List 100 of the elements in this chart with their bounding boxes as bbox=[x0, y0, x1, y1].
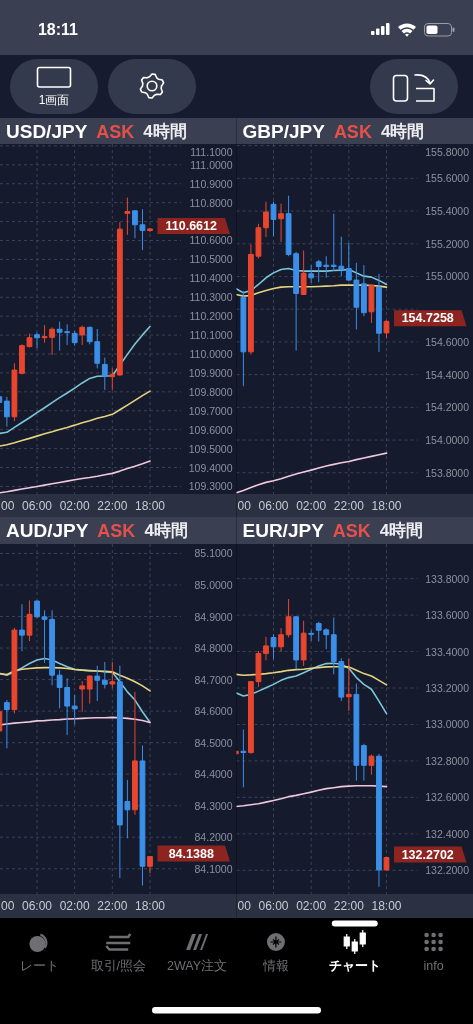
candlestick bbox=[240, 729, 247, 788]
line-series bbox=[236, 267, 388, 294]
y-tick-label: 84.8000 bbox=[194, 642, 233, 655]
candlestick bbox=[94, 665, 101, 702]
candlestick bbox=[345, 658, 352, 712]
chart-subtitle: ASK bbox=[332, 520, 371, 541]
line-series bbox=[236, 452, 388, 494]
candlestick bbox=[109, 367, 116, 391]
x-tick-label: 06:00 bbox=[258, 499, 289, 513]
x-tick-label: 18:00 bbox=[371, 899, 402, 913]
text: 00 bbox=[1, 499, 15, 513]
y-tick-label: 155.0000 bbox=[425, 270, 470, 283]
line-series bbox=[236, 662, 388, 715]
text: 18:11 bbox=[37, 20, 79, 38]
y-tick-label: 155.2000 bbox=[425, 237, 470, 250]
candlestick bbox=[285, 598, 292, 639]
chart-title: USD/JPY bbox=[6, 121, 88, 142]
text: 00 bbox=[237, 499, 252, 513]
y-tick-label: 84.6000 bbox=[194, 705, 233, 718]
y-tick-label: 109.8000 bbox=[188, 385, 233, 398]
y-tick-label: 110.9000 bbox=[189, 177, 233, 190]
y-tick-label: 155.4000 bbox=[425, 205, 470, 218]
line-series bbox=[236, 665, 388, 686]
x-tick-label: 02:00 bbox=[296, 899, 327, 913]
y-tick-label: 133.2000 bbox=[425, 682, 470, 695]
candlestick bbox=[34, 332, 40, 349]
candlestick bbox=[3, 699, 10, 749]
y-tick-label: 109.4000 bbox=[188, 461, 233, 474]
chart-title: EUR/JPY bbox=[242, 520, 325, 541]
candlestick bbox=[376, 273, 382, 353]
y-tick-label: 84.5000 bbox=[194, 736, 233, 749]
y-tick-label: 154.6000 bbox=[425, 335, 470, 348]
y-tick-label: 132.8000 bbox=[425, 754, 470, 767]
candlestick bbox=[116, 221, 123, 377]
candlestick bbox=[300, 249, 307, 296]
chart-subtitle: ASK bbox=[333, 121, 372, 142]
y-tick-label: 84.2000 bbox=[194, 831, 233, 844]
y-tick-label: 84.7000 bbox=[194, 673, 233, 686]
candlestick bbox=[11, 362, 18, 422]
x-tick-label: 22:00 bbox=[333, 899, 365, 913]
x-tick-label: 02:00 bbox=[59, 499, 91, 513]
y-tick-label: 132.4000 bbox=[425, 827, 470, 840]
x-tick-label: 22:00 bbox=[97, 499, 128, 513]
x-tick-label: 06:00 bbox=[22, 899, 53, 913]
y-tick-label: 154.0000 bbox=[425, 434, 470, 447]
y-tick-label: 154.4000 bbox=[425, 368, 470, 381]
line-series bbox=[0, 716, 151, 726]
y-tick-label: 153.8000 bbox=[425, 466, 470, 479]
annotation: 110.6612 bbox=[165, 218, 218, 233]
candlestick bbox=[147, 855, 153, 874]
text: info bbox=[423, 959, 444, 973]
y-tick-label: 111.1000 bbox=[190, 145, 233, 158]
candlestick bbox=[79, 325, 86, 346]
candlestick bbox=[278, 627, 284, 653]
y-tick-label: 154.2000 bbox=[425, 401, 470, 414]
y-tick-label: 133.8000 bbox=[425, 572, 470, 585]
x-tick-label: 02:00 bbox=[296, 499, 327, 513]
y-tick-label: 110.1000 bbox=[189, 329, 233, 342]
candlestick bbox=[368, 284, 375, 324]
text: チャート bbox=[328, 959, 381, 973]
candlestick bbox=[361, 743, 367, 782]
line-series bbox=[0, 460, 151, 494]
candlestick bbox=[353, 683, 360, 782]
x-tick-label: 22:00 bbox=[333, 499, 365, 513]
line-series bbox=[236, 284, 388, 297]
candlestick bbox=[132, 691, 138, 816]
candlestick bbox=[361, 264, 367, 317]
candlestick bbox=[19, 603, 25, 652]
y-tick-label: 109.6000 bbox=[188, 423, 233, 436]
y-tick-label: 84.3000 bbox=[194, 799, 233, 812]
candlestick bbox=[308, 264, 315, 284]
y-tick-label: 109.3000 bbox=[188, 480, 233, 493]
chart-title: GBP/JPY bbox=[242, 121, 326, 142]
x-tick-label: 22:00 bbox=[97, 899, 128, 913]
text: 00 bbox=[1, 899, 15, 913]
y-tick-label: 133.0000 bbox=[425, 718, 470, 731]
y-tick-label: 84.1000 bbox=[194, 862, 233, 875]
y-tick-label: 109.5000 bbox=[188, 442, 233, 455]
candlestick bbox=[124, 197, 131, 236]
chart-subtitle: ASK bbox=[97, 520, 136, 541]
y-tick-label: 111.0000 bbox=[190, 158, 233, 171]
chart-title: AUD/JPY bbox=[6, 520, 89, 541]
candlestick bbox=[368, 754, 375, 776]
line-series bbox=[236, 784, 388, 808]
y-tick-label: 110.0000 bbox=[189, 348, 233, 360]
text: 取引/照会 bbox=[90, 959, 146, 973]
y-tick-label: 110.8000 bbox=[189, 196, 233, 209]
y-tick-label: 155.6000 bbox=[425, 172, 470, 185]
candlestick bbox=[383, 319, 390, 339]
y-tick-label: 110.6000 bbox=[189, 234, 233, 247]
candlestick bbox=[376, 753, 382, 888]
y-tick-label: 132.2000 bbox=[425, 864, 470, 877]
candlestick bbox=[71, 330, 78, 347]
y-tick-label: 84.4000 bbox=[194, 768, 233, 781]
candlestick bbox=[109, 661, 116, 689]
text: 00 bbox=[237, 899, 252, 913]
text: 2WAY注文 bbox=[167, 959, 228, 973]
candlestick bbox=[278, 203, 284, 243]
x-tick-label: 18:00 bbox=[134, 899, 166, 913]
candlestick bbox=[71, 694, 78, 725]
